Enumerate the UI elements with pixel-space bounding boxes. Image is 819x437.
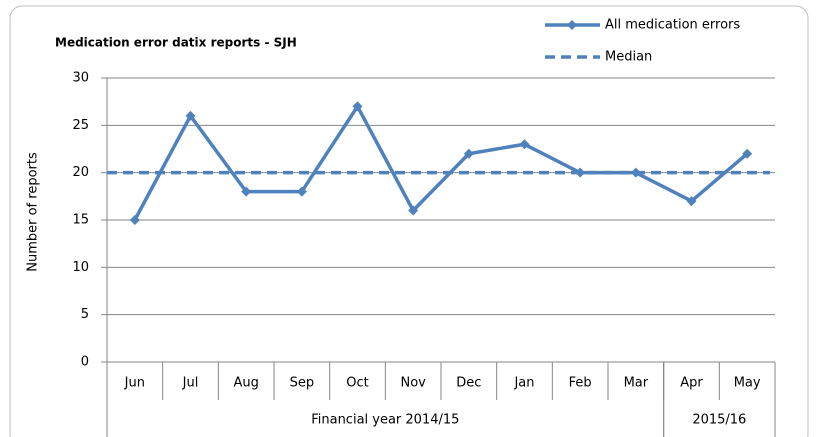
legend-marker [567, 20, 577, 30]
x-tick-label: Feb [569, 376, 592, 391]
chart-title: Medication error datix reports - SJH [55, 36, 297, 50]
legend-label: Median [605, 50, 652, 65]
data-point [686, 196, 697, 207]
legend-label: All medication errors [605, 18, 740, 33]
y-tick-label: 30 [72, 71, 89, 86]
x-tick-label: Sep [290, 376, 315, 391]
y-tick-label: 0 [81, 355, 89, 370]
data-point [519, 139, 530, 150]
category-group-label: Financial year 2014/15 [311, 413, 459, 428]
x-tick-label: Jul [182, 376, 199, 391]
y-tick-label: 20 [72, 165, 89, 180]
x-tick-label: Apr [680, 376, 703, 391]
data-point [630, 167, 641, 178]
data-point [575, 167, 586, 178]
x-tick-label: Jun [124, 376, 145, 391]
x-tick-label: May [734, 376, 761, 391]
data-point [241, 186, 252, 197]
x-tick-label: Nov [400, 376, 426, 391]
y-tick-label: 5 [81, 307, 89, 322]
data-point [352, 101, 363, 112]
data-point [296, 186, 307, 197]
x-tick-label: Jan [513, 376, 534, 391]
y-tick-label: 25 [72, 118, 89, 133]
y-axis-label: Number of reports [26, 152, 41, 272]
data-point [408, 205, 419, 216]
x-tick-label: Mar [624, 376, 649, 391]
y-tick-label: 10 [72, 260, 89, 275]
data-point [463, 148, 474, 159]
x-tick-label: Oct [346, 376, 368, 391]
category-group-label: 2015/16 [692, 413, 746, 428]
data-point [742, 148, 753, 159]
x-tick-label: Dec [456, 376, 481, 391]
series-line [133, 104, 749, 221]
x-tick-label: Aug [233, 376, 258, 391]
chart-border [9, 5, 809, 437]
y-tick-label: 15 [72, 213, 89, 228]
data-point [129, 215, 140, 225]
data-point [185, 110, 196, 121]
